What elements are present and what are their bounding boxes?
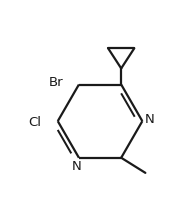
Text: N: N	[145, 113, 155, 126]
Text: N: N	[72, 160, 82, 173]
Text: Cl: Cl	[28, 116, 41, 129]
Text: Br: Br	[48, 76, 63, 89]
